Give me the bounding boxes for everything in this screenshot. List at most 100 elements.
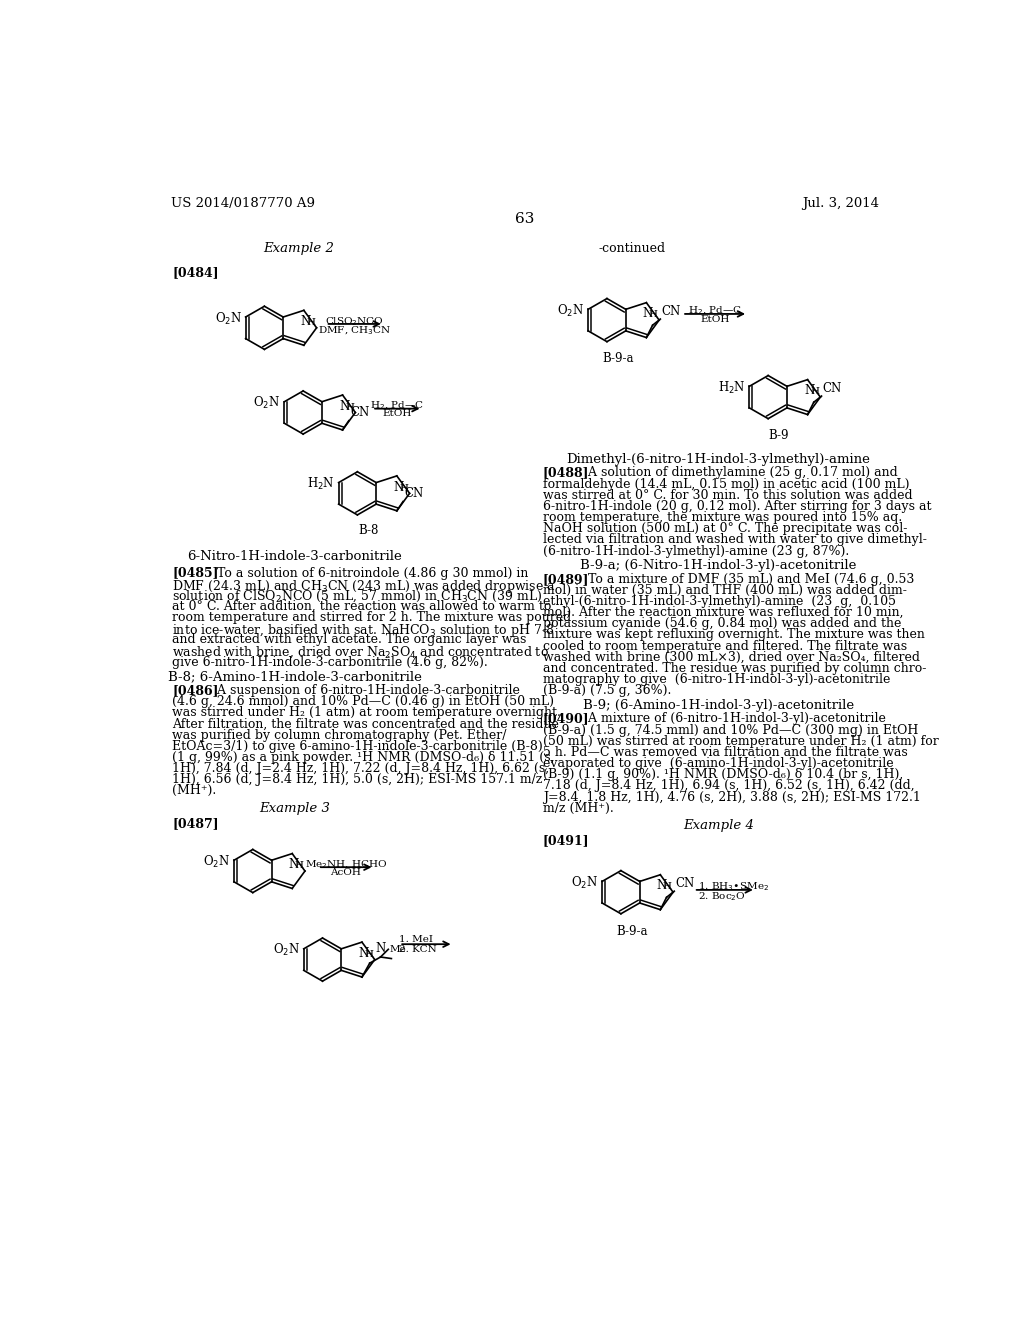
Text: [0487]: [0487] <box>172 817 219 830</box>
Text: B-8: B-8 <box>358 524 379 537</box>
Text: Jul. 3, 2014: Jul. 3, 2014 <box>802 197 879 210</box>
Text: DMF (24.3 mL) and CH$_3$CN (243 mL) was added dropwise a: DMF (24.3 mL) and CH$_3$CN (243 mL) was … <box>172 578 556 595</box>
Text: (B-9) (1.1 g, 90%). ¹H NMR (DMSO-d₆) δ 10.4 (br s, 1H),: (B-9) (1.1 g, 90%). ¹H NMR (DMSO-d₆) δ 1… <box>543 768 903 781</box>
Text: washed with brine, dried over Na$_2$SO$_4$ and concentrated to: washed with brine, dried over Na$_2$SO$_… <box>172 644 549 660</box>
Text: O$_2$N: O$_2$N <box>203 854 230 870</box>
Text: N: N <box>804 384 814 397</box>
Text: CN: CN <box>350 407 370 420</box>
Text: 1H), 7.84 (d, J=2.4 Hz, 1H), 7.22 (d, J=8.4 Hz, 1H), 6.62 (s,: 1H), 7.84 (d, J=2.4 Hz, 1H), 7.22 (d, J=… <box>172 762 549 775</box>
Text: room temperature, the mixture was poured into 15% aq.: room temperature, the mixture was poured… <box>543 511 902 524</box>
Text: N: N <box>656 879 667 892</box>
Text: (50 mL) was stirred at room temperature under H₂ (1 atm) for: (50 mL) was stirred at room temperature … <box>543 735 938 747</box>
Text: H: H <box>663 883 672 891</box>
Text: CN: CN <box>675 876 694 890</box>
Text: CN: CN <box>662 305 680 318</box>
Text: EtOH: EtOH <box>382 409 412 418</box>
Text: m/z (MH⁺).: m/z (MH⁺). <box>543 801 613 814</box>
Text: (1 g, 99%) as a pink powder. ¹H NMR (DMSO-d₆) δ 11.51 (s,: (1 g, 99%) as a pink powder. ¹H NMR (DMS… <box>172 751 555 764</box>
Text: was stirred under H₂ (1 atm) at room temperature overnight.: was stirred under H₂ (1 atm) at room tem… <box>172 706 561 719</box>
Text: DMF, CH$_3$CN: DMF, CH$_3$CN <box>317 325 391 338</box>
Text: B-9-a; (6-Nitro-1H-indol-3-yl)-acetonitrile: B-9-a; (6-Nitro-1H-indol-3-yl)-acetonitr… <box>581 558 857 572</box>
Text: H$_2$, Pd—C: H$_2$, Pd—C <box>370 400 424 412</box>
Text: Example 3: Example 3 <box>259 801 330 814</box>
Text: Me$_2$NH, HCHO: Me$_2$NH, HCHO <box>304 858 387 871</box>
Text: To a solution of 6-nitroindole (4.86 g 30 mmol) in: To a solution of 6-nitroindole (4.86 g 3… <box>209 566 528 579</box>
Text: N: N <box>339 400 349 413</box>
Text: After filtration, the filtrate was concentrated and the residue: After filtration, the filtrate was conce… <box>172 718 559 730</box>
Text: EtOAc=3/1) to give 6-amino-1H-indole-3-carbonitrile (B-8): EtOAc=3/1) to give 6-amino-1H-indole-3-c… <box>172 739 543 752</box>
Text: B-9-a: B-9-a <box>602 352 634 366</box>
Text: N: N <box>376 941 386 954</box>
Text: N: N <box>643 308 653 321</box>
Text: [0485]: [0485] <box>172 566 219 579</box>
Text: AcOH: AcOH <box>331 869 361 876</box>
Text: 2. Boc$_2$O: 2. Boc$_2$O <box>697 891 745 903</box>
Text: mol) in water (35 mL) and THF (400 mL) was added dim-: mol) in water (35 mL) and THF (400 mL) w… <box>543 583 906 597</box>
Text: 2. KCN: 2. KCN <box>399 945 437 954</box>
Text: H: H <box>365 950 374 958</box>
Text: H$_2$N: H$_2$N <box>718 380 745 396</box>
Text: Example 2: Example 2 <box>263 242 334 255</box>
Text: [0488]: [0488] <box>543 466 589 479</box>
Text: give 6-nitro-1H-indole-3-carbonitrile (4.6 g, 82%).: give 6-nitro-1H-indole-3-carbonitrile (4… <box>172 656 487 669</box>
Text: (B-9-a) (1.5 g, 74.5 mml) and 10% Pd—C (300 mg) in EtOH: (B-9-a) (1.5 g, 74.5 mml) and 10% Pd—C (… <box>543 723 918 737</box>
Text: into ice-water, basified with sat. NaHCO$_3$ solution to pH 7-8: into ice-water, basified with sat. NaHCO… <box>172 622 555 639</box>
Text: and concentrated. The residue was purified by column chro-: and concentrated. The residue was purifi… <box>543 663 926 675</box>
Text: (6-nitro-1H-indol-3-ylmethyl)-amine (23 g, 87%).: (6-nitro-1H-indol-3-ylmethyl)-amine (23 … <box>543 545 849 557</box>
Text: O$_2$N: O$_2$N <box>253 395 281 412</box>
Text: and extracted with ethyl acetate. The organic layer was: and extracted with ethyl acetate. The or… <box>172 634 526 647</box>
Text: Example 4: Example 4 <box>683 818 754 832</box>
Text: CN: CN <box>822 381 842 395</box>
Text: Dimethyl-(6-nitro-1H-indol-3-ylmethyl)-amine: Dimethyl-(6-nitro-1H-indol-3-ylmethyl)-a… <box>566 453 870 466</box>
Text: (MH⁺).: (MH⁺). <box>172 784 216 797</box>
Text: B-9; (6-Amino-1H-indol-3-yl)-acetonitrile: B-9; (6-Amino-1H-indol-3-yl)-acetonitril… <box>583 698 854 711</box>
Text: [0490]: [0490] <box>543 713 589 726</box>
Text: NaOH solution (500 mL) at 0° C. The precipitate was col-: NaOH solution (500 mL) at 0° C. The prec… <box>543 523 907 535</box>
Text: N: N <box>300 315 310 327</box>
Text: washed with brine (300 mL×3), dried over Na₂SO₄, filtered: washed with brine (300 mL×3), dried over… <box>543 651 920 664</box>
Text: H: H <box>295 861 304 870</box>
Text: 63: 63 <box>515 213 535 226</box>
Text: 6-nitro-1H-indole (20 g, 0.12 mol). After stirring for 3 days at: 6-nitro-1H-indole (20 g, 0.12 mol). Afte… <box>543 500 931 513</box>
Text: evaporated to give  (6-amino-1H-indol-3-yl)-acetonitrile: evaporated to give (6-amino-1H-indol-3-y… <box>543 758 893 770</box>
Text: formaldehyde (14.4 mL, 0.15 mol) in acetic acid (100 mL): formaldehyde (14.4 mL, 0.15 mol) in acet… <box>543 478 909 491</box>
Text: [0489]: [0489] <box>543 573 589 586</box>
Text: -continued: -continued <box>598 242 666 255</box>
Text: at 0° C. After addition, the reaction was allowed to warm to: at 0° C. After addition, the reaction wa… <box>172 601 552 612</box>
Text: N: N <box>393 480 403 494</box>
Text: 1H), 6.56 (d, J=8.4 Hz, 1H), 5.0 (s, 2H); ESI-MS 157.1 m/z: 1H), 6.56 (d, J=8.4 Hz, 1H), 5.0 (s, 2H)… <box>172 774 543 787</box>
Text: US 2014/0187770 A9: US 2014/0187770 A9 <box>171 197 314 210</box>
Text: B-8; 6-Amino-1H-indole-3-carbonitrile: B-8; 6-Amino-1H-indole-3-carbonitrile <box>168 671 422 682</box>
Text: N: N <box>289 858 299 871</box>
Text: (4.6 g, 24.6 mmol) and 10% Pd—C (0.46 g) in EtOH (50 mL): (4.6 g, 24.6 mmol) and 10% Pd—C (0.46 g)… <box>172 696 554 708</box>
Text: J=8.4, 1.8 Hz, 1H), 4.76 (s, 2H), 3.88 (s, 2H); ESI-MS 172.1: J=8.4, 1.8 Hz, 1H), 4.76 (s, 2H), 3.88 (… <box>543 791 921 804</box>
Text: 1. BH$_3$$\bullet$SMe$_2$: 1. BH$_3$$\bullet$SMe$_2$ <box>697 880 769 894</box>
Text: matography to give  (6-nitro-1H-indol-3-yl)-acetonitrile: matography to give (6-nitro-1H-indol-3-y… <box>543 673 890 686</box>
Text: H$_2$, Pd—C: H$_2$, Pd—C <box>688 305 741 317</box>
Text: H: H <box>345 403 354 412</box>
Text: [0486]: [0486] <box>172 684 219 697</box>
Text: O$_2$N: O$_2$N <box>571 875 598 891</box>
Text: B-9-a: B-9-a <box>616 925 647 939</box>
Text: 5 h. Pd—C was removed via filtration and the filtrate was: 5 h. Pd—C was removed via filtration and… <box>543 746 907 759</box>
Text: solution of ClSO$_2$NCO (5 mL, 57 mmol) in CH$_3$CN (39 mL): solution of ClSO$_2$NCO (5 mL, 57 mmol) … <box>172 589 543 605</box>
Text: H$_2$N: H$_2$N <box>307 477 335 492</box>
Text: A mixture of (6-nitro-1H-indol-3-yl)-acetonitrile: A mixture of (6-nitro-1H-indol-3-yl)-ace… <box>580 713 886 726</box>
Text: (B-9-a) (7.5 g, 36%).: (B-9-a) (7.5 g, 36%). <box>543 684 671 697</box>
Text: mixture was kept refluxing overnight. The mixture was then: mixture was kept refluxing overnight. Th… <box>543 628 925 642</box>
Text: was stirred at 0° C. for 30 min. To this solution was added: was stirred at 0° C. for 30 min. To this… <box>543 488 912 502</box>
Text: O$_2$N: O$_2$N <box>215 310 242 326</box>
Text: H: H <box>399 483 409 492</box>
Text: 6-Nitro-1H-indole-3-carbonitrile: 6-Nitro-1H-indole-3-carbonitrile <box>187 549 402 562</box>
Text: mol). After the reaction mixture was refluxed for 10 min,: mol). After the reaction mixture was ref… <box>543 606 903 619</box>
Text: H: H <box>810 387 819 396</box>
Text: ethyl-(6-nitro-1H-indol-3-ylmethyl)-amine  (23  g,  0.105: ethyl-(6-nitro-1H-indol-3-ylmethyl)-amin… <box>543 595 896 609</box>
Text: 1. MeI: 1. MeI <box>399 935 433 944</box>
Text: ClSO$_2$NCO: ClSO$_2$NCO <box>325 314 384 327</box>
Text: EtOH: EtOH <box>700 314 729 323</box>
Text: To a mixture of DMF (35 mL) and MeI (74.6 g, 0.53: To a mixture of DMF (35 mL) and MeI (74.… <box>580 573 914 586</box>
Text: H: H <box>306 318 315 327</box>
Text: B-9: B-9 <box>769 429 790 442</box>
Text: potassium cyanide (54.6 g, 0.84 mol) was added and the: potassium cyanide (54.6 g, 0.84 mol) was… <box>543 618 901 631</box>
Text: [0491]: [0491] <box>543 834 589 847</box>
